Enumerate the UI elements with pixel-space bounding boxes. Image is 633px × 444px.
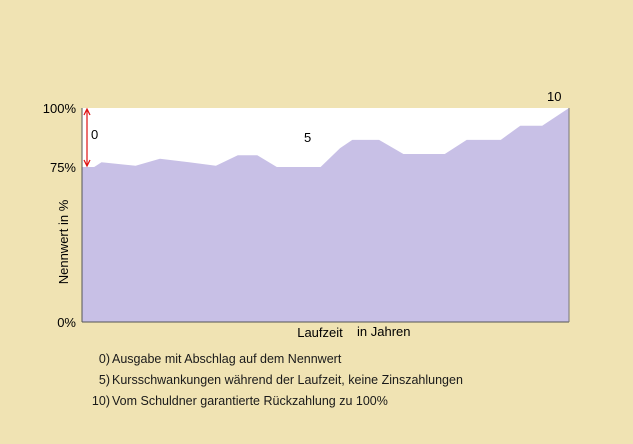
legend-text: Ausgabe mit Abschlag auf dem Nennwert [112,352,342,366]
x-axis-label: Laufzeit [297,325,343,340]
legend-number: 10) [91,394,110,408]
legend-number: 5) [98,373,110,387]
y-tick-label: 0% [57,315,76,330]
area-layer [82,108,569,322]
area-series [82,108,569,322]
y-tick-label: 100% [43,101,77,116]
y-tick-label: 75% [50,160,76,175]
legend-text: Kursschwankungen während der Laufzeit, k… [112,373,463,387]
x-axis-label-suffix: in Jahren [357,324,410,339]
annotation-label: 10 [547,89,561,104]
arrow-down [83,159,91,168]
legend-text: Vom Schuldner garantierte Rückzahlung zu… [112,394,388,408]
discount-marker [83,107,91,168]
annotation-label: 0 [91,127,98,142]
annotation-label: 5 [304,130,311,145]
arrow-up [83,107,91,116]
y-axis-label: Nennwert in % [56,199,71,284]
legend-number: 0) [98,352,110,366]
